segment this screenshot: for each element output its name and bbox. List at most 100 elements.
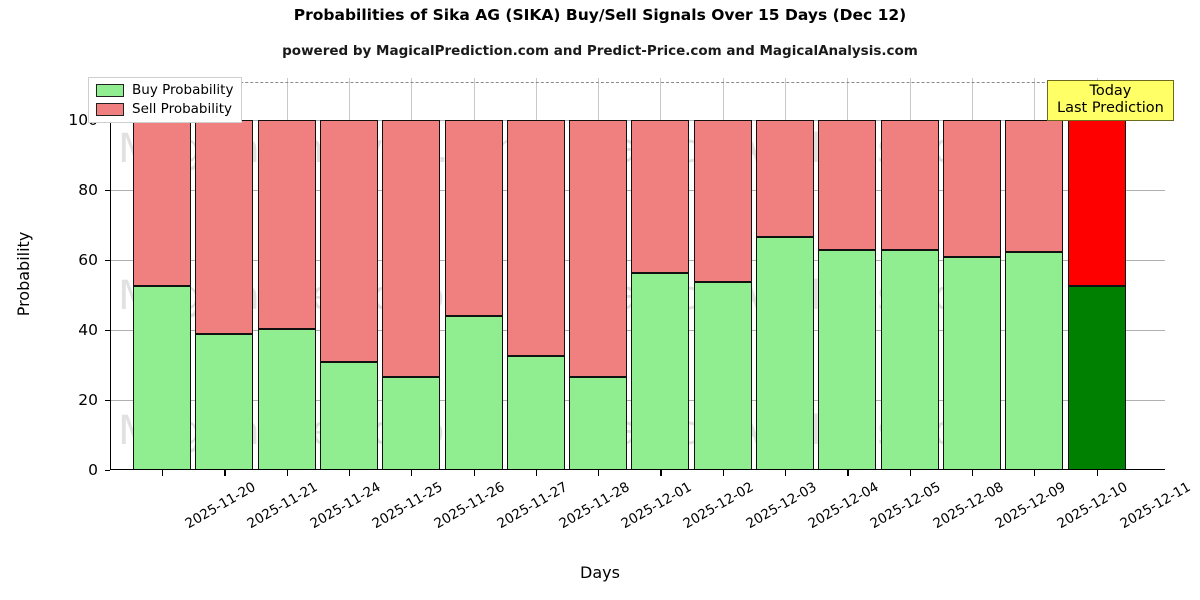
y-tick-mark [105,189,110,191]
legend-label: Sell Probability [132,101,233,117]
bar-segment-sell[interactable] [880,120,939,250]
y-tick-label: 80 [78,181,98,199]
y-tick-label: 0 [88,461,98,479]
x-tick-mark [722,470,724,476]
bar-segment-buy[interactable] [569,377,628,470]
bar-segment-buy[interactable] [195,333,254,470]
bar-segment-sell[interactable] [195,120,254,334]
page-title: Probabilities of Sika AG (SIKA) Buy/Sell… [293,6,907,24]
x-tick-label: 2025-11-21 [244,479,321,533]
bar-segment-sell[interactable] [257,120,316,329]
bar-group[interactable] [382,78,441,470]
bar-group[interactable] [506,78,565,470]
y-tick-label: 20 [78,391,98,409]
bar-segment-sell[interactable] [1067,120,1126,287]
today-annotation: Today Last Prediction [1047,80,1174,122]
x-axis-line [110,468,1165,470]
x-axis-label: Days [580,563,620,582]
x-tick-mark [224,470,226,476]
x-tick-mark [847,470,849,476]
y-tick-label: 40 [78,321,98,339]
x-tick-mark [598,470,600,476]
threshold-dashed-line [110,81,1165,83]
today-annotation-line1: Today [1089,83,1132,99]
bar-group[interactable] [444,78,503,470]
chart-subtitle: powered by MagicalPrediction.com and Pre… [282,43,918,59]
bar-group[interactable] [818,78,877,470]
bar-segment-buy[interactable] [1067,286,1126,470]
y-tick-mark [105,329,110,331]
y-tick-mark [105,469,110,471]
x-tick-mark [971,470,974,476]
x-tick-label: 2025-11-26 [431,479,508,533]
x-tick-mark [286,470,288,476]
bar-segment-sell[interactable] [319,120,378,362]
legend-swatch-sell [96,102,124,116]
legend-label: Buy Probability [132,82,234,98]
bar-segment-buy[interactable] [631,273,690,470]
bar-segment-sell[interactable] [693,120,752,282]
x-tick-label: 2025-11-24 [307,479,384,533]
bar-group[interactable] [133,78,191,470]
bar-group[interactable] [756,78,814,470]
bar-segment-buy[interactable] [818,249,877,470]
x-tick-label: 2025-12-08 [930,479,1007,533]
bar-segment-sell[interactable] [569,120,628,378]
x-tick-label: 2025-11-27 [494,479,570,533]
bar-group[interactable] [195,78,254,470]
bar-segment-buy[interactable] [756,237,814,470]
x-tick-label: 2025-12-10 [1054,479,1131,533]
y-tick-label: 60 [78,251,98,269]
bar-segment-sell[interactable] [631,120,690,274]
bar-group[interactable] [880,78,939,470]
legend: Buy Probability Sell Probability [88,77,243,123]
x-tick-label: 2025-12-02 [680,479,757,533]
bar-segment-sell[interactable] [444,120,503,316]
x-tick-mark [162,470,164,476]
bar-segment-sell[interactable] [942,120,1001,257]
bar-segment-buy[interactable] [257,328,316,470]
y-axis-label: Probability [14,231,33,317]
bar-group[interactable] [1005,78,1064,470]
y-axis-line [110,78,112,470]
x-tick-label: 2025-11-28 [556,479,633,533]
bar-group[interactable] [1067,78,1126,470]
bar-segment-sell[interactable] [1005,120,1064,253]
bar-segment-buy[interactable] [880,249,939,470]
plot-area: MagicalAnalysis.comMagicalAnalysis.comMa… [68,78,1193,532]
bar-segment-buy[interactable] [133,286,191,470]
y-tick-mark [105,259,110,261]
bar-segment-buy[interactable] [506,356,565,470]
bar-segment-buy[interactable] [382,377,441,470]
x-tick-mark [1034,470,1036,476]
bar-group[interactable] [631,78,690,470]
legend-item[interactable]: Buy Probability [96,82,233,98]
bar-group[interactable] [693,78,752,470]
bar-segment-sell[interactable] [133,120,191,287]
x-tick-mark [1096,470,1098,476]
bar-group[interactable] [942,78,1001,470]
legend-swatch-buy [96,83,124,97]
bar-segment-buy[interactable] [444,316,503,470]
x-tick-mark [411,470,413,476]
x-tick-mark [909,470,911,476]
x-tick-mark [785,470,787,476]
today-annotation-line2: Last Prediction [1057,99,1164,116]
y-tick-mark [105,399,110,401]
x-tick-mark [535,470,538,476]
bar-segment-buy[interactable] [1005,252,1064,470]
bar-group[interactable] [257,78,316,470]
bar-segment-sell[interactable] [382,120,441,378]
bar-group[interactable] [569,78,628,470]
bar-segment-buy[interactable] [942,256,1001,470]
x-tick-label: 2025-12-03 [743,479,820,533]
x-tick-mark [473,470,475,476]
legend-item[interactable]: Sell Probability [96,101,233,117]
bar-segment-buy[interactable] [693,281,752,470]
bar-segment-sell[interactable] [756,120,814,238]
bar-segment-buy[interactable] [319,361,378,470]
bar-segment-sell[interactable] [506,120,565,357]
bar-group[interactable] [319,78,378,470]
bar-segment-sell[interactable] [818,120,877,250]
